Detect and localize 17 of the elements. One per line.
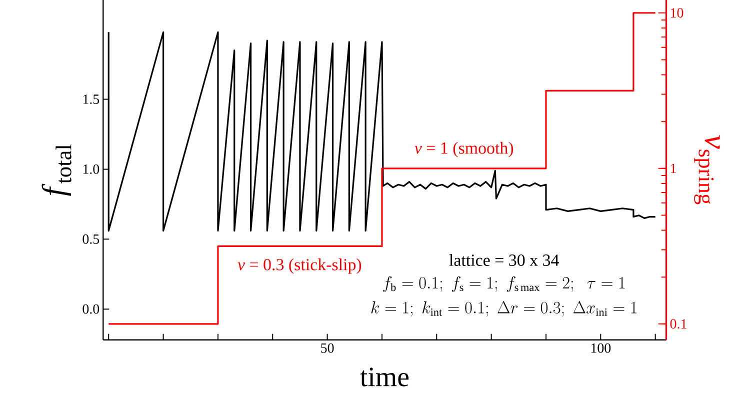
y-tick-label: 1.5 <box>83 94 100 104</box>
annotation: v = 1 (smooth) <box>414 142 514 158</box>
x-tick-label: 50 <box>321 344 334 353</box>
y-tick-label: 1.0 <box>83 164 100 174</box>
y2-tick-label: 0.1 <box>670 319 686 329</box>
annotation: $f_{\mathrm{b}} = 0.1;\; f_{\mathrm{s}} = 1;\; f_{\mathrm{s\,max}} = 2;\;\; \tau = 1$ <box>383 276 625 292</box>
y2-tick-label: 1 <box>671 164 676 174</box>
annotation: lattice = 30 x 34 <box>449 254 559 266</box>
y2-tick-label: 10 <box>671 8 684 18</box>
x-axis-title: time <box>360 368 409 387</box>
annotation: $k = 1;\; k_{\mathrm{int}} = 0.1;\; \Delta r = 0.3;\; \Delta x_{\mathrm{ini}} = 1$ <box>371 301 636 317</box>
y-tick-label: 0.5 <box>82 234 100 244</box>
y-tick-label: 0.0 <box>82 304 100 314</box>
y2-axis-title: v$_{spring}$ <box>694 135 720 204</box>
annotation: v = 0.3 (stick-slip) <box>238 258 362 274</box>
x-tick-label: 100 <box>591 344 611 353</box>
y-axis-title: f$_{total}$ <box>42 144 72 196</box>
